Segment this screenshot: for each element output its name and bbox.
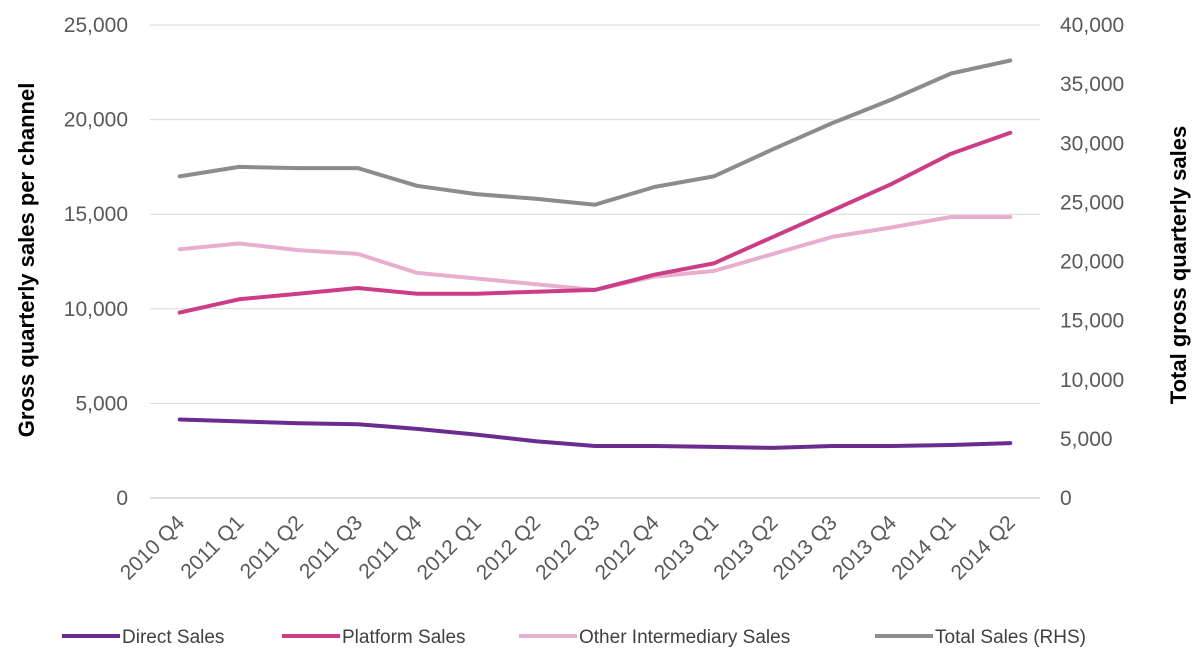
left-tick-label: 0	[116, 487, 128, 510]
series-lines	[177, 58, 1013, 450]
right-tick-label: 35,000	[1060, 73, 1124, 96]
right-tick-label: 0	[1060, 487, 1072, 510]
right-tick-label: 15,000	[1060, 310, 1124, 333]
right-tick-label: 20,000	[1060, 251, 1124, 274]
left-tick-label: 10,000	[64, 298, 128, 321]
x-tick-label: 2012 Q1	[413, 511, 486, 584]
x-tick-label: 2013 Q3	[769, 511, 842, 584]
left-tick-label: 15,000	[64, 203, 128, 226]
legend-label: Direct Sales	[122, 627, 224, 648]
x-tick-label: 2011 Q1	[176, 511, 248, 583]
x-tick-label: 2012 Q2	[472, 511, 545, 584]
x-tick-label: 2011 Q2	[236, 511, 308, 583]
right-tick-label: 10,000	[1060, 369, 1124, 392]
right-tick-label: 25,000	[1060, 191, 1124, 214]
legend: Direct Sales Platform Sales Other Intermed…	[62, 627, 1086, 648]
series-line-direct-sales	[177, 417, 1013, 450]
right-axis-ticks: 0 5,000 10,000 15,000 20,000 25,000 30,000 35,0…	[1060, 14, 1124, 510]
x-tick-label: 2012 Q3	[531, 511, 604, 584]
left-tick-label: 20,000	[64, 109, 128, 132]
x-tick-label: 2014 Q1	[887, 511, 960, 584]
left-tick-label: 5,000	[75, 392, 128, 415]
left-axis-title: Gross quarterly sales per channel	[14, 83, 39, 438]
legend-label: Total Sales (RHS)	[935, 627, 1086, 648]
x-tick-label: 2013 Q4	[828, 511, 901, 584]
x-tick-label: 2011 Q3	[295, 511, 367, 583]
series-line-platform-sales	[177, 130, 1013, 315]
x-tick-label: 2013 Q2	[709, 511, 782, 584]
x-tick-label: 2013 Q1	[650, 511, 723, 584]
right-tick-label: 5,000	[1060, 428, 1113, 451]
gridlines	[150, 24, 1040, 499]
x-tick-label: 2010 Q4	[116, 511, 189, 584]
left-axis-ticks: 0 5,000 10,000 15,000 20,000 25,000	[64, 14, 128, 510]
legend-label: Other Intermediary Sales	[579, 627, 790, 648]
x-tick-label: 2012 Q4	[591, 511, 664, 584]
left-tick-label: 25,000	[64, 14, 128, 37]
x-tick-label: 2014 Q2	[947, 511, 1020, 584]
right-tick-label: 30,000	[1060, 132, 1124, 155]
legend-label: Platform Sales	[342, 627, 466, 648]
right-tick-label: 40,000	[1060, 14, 1124, 37]
series-line-total-sales-rhs	[177, 58, 1013, 207]
right-axis-title: Total gross quarterly sales	[1166, 126, 1191, 404]
series-line-other-intermediary-sales	[177, 215, 1013, 292]
